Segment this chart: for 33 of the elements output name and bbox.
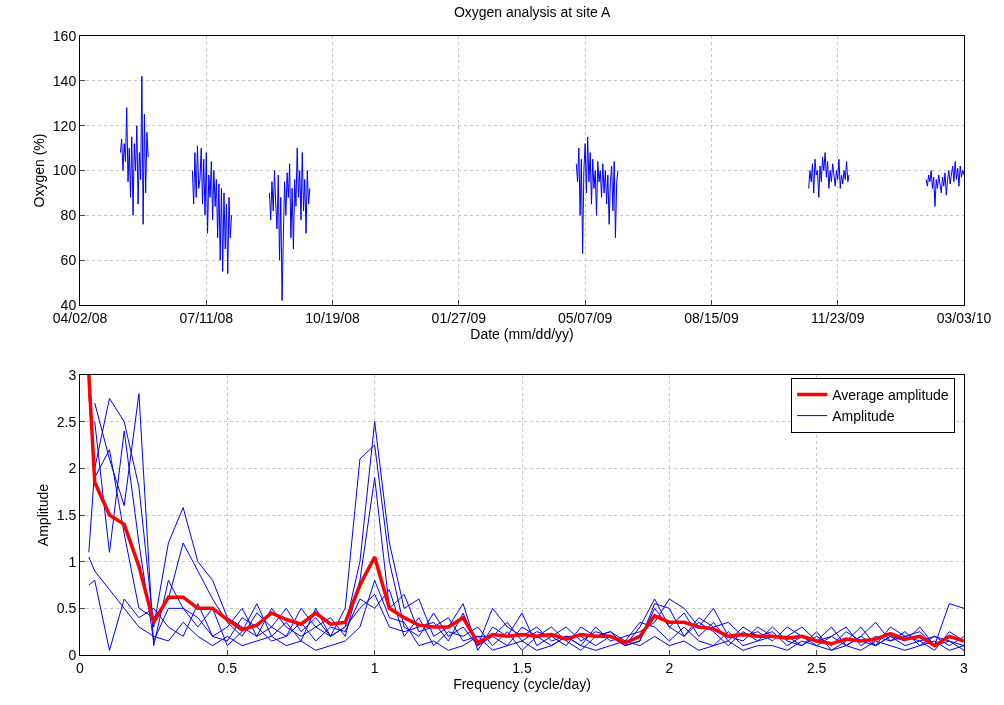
y-tick-label: 100 [52,162,77,179]
y-tick-label: 60 [60,252,77,269]
x-tick-label: 03/03/10 [936,309,992,326]
x-tick-label: 07/11/08 [179,309,234,326]
y-tick-label: 1.5 [56,506,77,523]
y-tick-label: 2 [68,460,77,477]
legend-label: Average amplitude [832,386,949,403]
x-tick-label: 10/19/08 [305,309,361,326]
y-axis-title: Oxygen (%) [31,133,48,208]
y-tick-label: 120 [52,117,77,134]
x-tick-label: 2.5 [806,659,827,676]
y-tick-label: 2.5 [56,413,77,430]
x-tick-label: 0.5 [217,659,238,676]
x-tick-label: 1.5 [512,659,532,676]
x-tick-label: 2 [665,659,674,676]
y-tick-label: 0.5 [56,600,77,617]
x-tick-label: 3 [960,659,969,676]
y-tick-label: 3 [68,366,77,383]
x-axis-title: Frequency (cycle/day) [453,676,591,693]
x-tick-label: 08/15/09 [684,309,739,326]
x-tick-label: 01/27/09 [431,309,487,326]
chart-title: Oxygen analysis at site A [453,3,611,20]
x-tick-label: 1 [370,659,379,676]
y-tick-label: 80 [60,207,77,224]
x-tick-label: 05/07/09 [557,309,613,326]
legend-label: Amplitude [832,408,895,425]
y-axis-title: Amplitude [35,483,52,547]
x-axis-title: Date (mm/dd/yy) [470,326,574,343]
y-tick-label: 1 [68,553,77,570]
x-tick-label: 11/23/09 [810,309,865,326]
y-tick-label: 140 [52,72,77,89]
y-tick-label: 160 [52,27,77,44]
y-tick-label: 0 [68,646,77,663]
